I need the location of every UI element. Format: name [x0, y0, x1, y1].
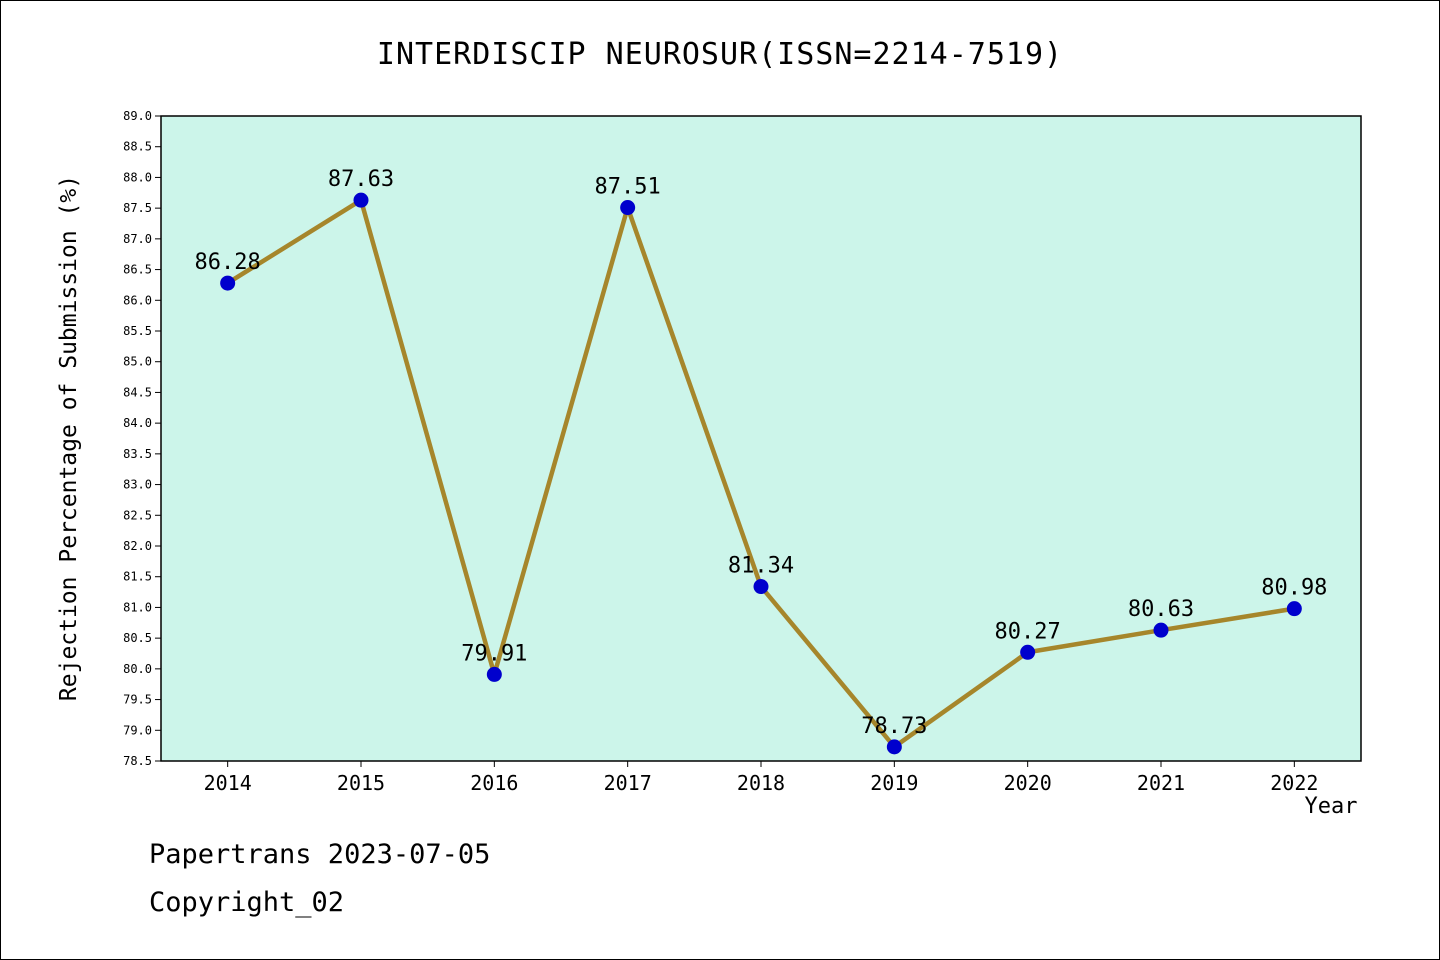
y-tick-label: 82.5 — [123, 508, 152, 522]
y-tick-label: 80.0 — [123, 662, 152, 676]
y-tick-label: 82.0 — [123, 539, 152, 553]
data-point — [753, 579, 769, 595]
y-axis-title: Rejection Percentage of Submission (%) — [56, 175, 82, 701]
y-tick-label: 85.0 — [123, 355, 152, 369]
data-point-label: 80.63 — [1128, 597, 1194, 622]
x-tick-label: 2020 — [1004, 771, 1052, 795]
chart-title: INTERDISCIP NEUROSUR(ISSN=2214-7519) — [376, 37, 1064, 72]
y-tick-label: 84.0 — [123, 416, 152, 430]
y-tick-label: 87.5 — [123, 201, 152, 215]
x-tick-label: 2022 — [1270, 771, 1318, 795]
y-tick-label: 81.0 — [123, 600, 152, 614]
y-tick-label: 81.5 — [123, 570, 152, 584]
y-tick-label: 83.5 — [123, 447, 152, 461]
x-tick-label: 2018 — [737, 771, 785, 795]
data-point-label: 78.73 — [861, 714, 927, 739]
data-point-label: 80.27 — [995, 619, 1061, 644]
x-tick-label: 2017 — [604, 771, 652, 795]
x-tick-label: 2021 — [1137, 771, 1185, 795]
data-point — [486, 666, 502, 682]
y-tick-label: 87.0 — [123, 232, 152, 246]
y-tick-label: 80.5 — [123, 631, 152, 645]
footer-copyright: Copyright_02 — [149, 887, 345, 918]
data-point-label: 81.34 — [728, 554, 794, 579]
footer-source-date: Papertrans 2023-07-05 — [149, 839, 491, 870]
x-tick-label: 2015 — [337, 771, 385, 795]
y-tick-label: 88.0 — [123, 170, 152, 184]
data-point-label: 87.63 — [328, 167, 394, 192]
y-tick-label: 89.0 — [123, 109, 152, 123]
y-tick-label: 79.0 — [123, 723, 152, 737]
y-tick-label: 85.5 — [123, 324, 152, 338]
y-tick-label: 88.5 — [123, 140, 152, 154]
data-point — [1286, 601, 1302, 617]
y-tick-label: 83.0 — [123, 478, 152, 492]
data-point-label: 80.98 — [1261, 576, 1327, 601]
data-point — [220, 275, 236, 291]
x-tick-label: 2014 — [204, 771, 252, 795]
data-point-label: 79.91 — [461, 641, 527, 666]
y-tick-label: 86.5 — [123, 263, 152, 277]
data-point — [1153, 622, 1169, 638]
y-tick-label: 86.0 — [123, 293, 152, 307]
data-point — [886, 739, 902, 755]
y-tick-label: 79.5 — [123, 693, 152, 707]
data-point-label: 86.28 — [195, 250, 261, 275]
data-point — [1020, 644, 1036, 660]
x-tick-label: 2016 — [470, 771, 518, 795]
data-point-label: 87.51 — [595, 175, 661, 200]
data-point — [620, 200, 636, 216]
x-axis-title: Year — [1305, 794, 1358, 819]
x-tick-label: 2019 — [870, 771, 918, 795]
data-point — [353, 192, 369, 208]
y-tick-label: 84.5 — [123, 385, 152, 399]
y-tick-label: 78.5 — [123, 754, 152, 768]
line-chart: Rejection Percentage of Submission (%) Y… — [56, 109, 1362, 819]
plot-area — [160, 115, 1362, 762]
